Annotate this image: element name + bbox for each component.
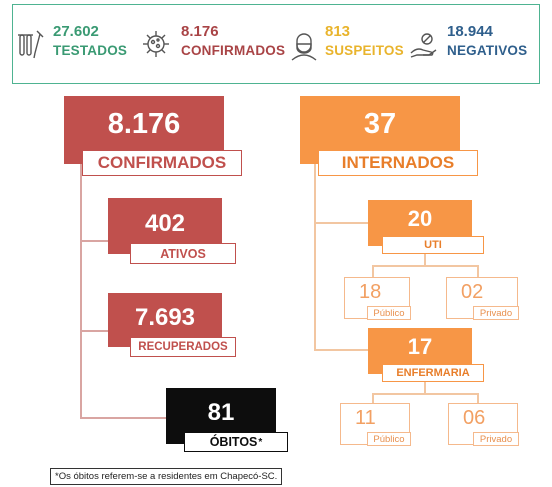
uti-box: 20 UTI xyxy=(368,200,486,256)
test-tubes-icon xyxy=(18,30,44,59)
stat-confirmados-label: CONFIRMADOS xyxy=(181,43,286,58)
uti-label: UTI xyxy=(382,236,484,254)
ativos-label-text: ATIVOS xyxy=(160,246,206,261)
uti-label-text: UTI xyxy=(424,239,442,251)
stat-negativos-value: 18.944 xyxy=(447,23,493,40)
enfermaria-privado-label: Privado xyxy=(473,432,519,446)
internados-label-text: INTERNADOS xyxy=(341,153,455,172)
uti-publico-box: 18 Público xyxy=(344,277,411,320)
enfermaria-publico-value: 11 xyxy=(355,407,376,429)
connector-line xyxy=(80,240,108,242)
uti-privado-box: 02 Privado xyxy=(446,277,519,320)
connector-line xyxy=(424,254,426,266)
connector-line xyxy=(80,417,168,419)
connector-line xyxy=(424,382,426,394)
enfermaria-box: 17 ENFERMARIA xyxy=(368,328,486,384)
obitos-box: 81 ÓBITOS * xyxy=(166,388,290,454)
connector-line xyxy=(372,393,374,403)
enfermaria-value: 17 xyxy=(407,334,433,359)
footnote: *Os óbitos referem-se a residentes em Ch… xyxy=(50,468,282,485)
ativos-value: 402 xyxy=(144,210,186,237)
ativos-box: 402 ATIVOS xyxy=(108,198,238,266)
obitos-label: ÓBITOS * xyxy=(184,432,288,452)
stat-confirmados-value: 8.176 xyxy=(181,23,219,40)
enfermaria-label-text: ENFERMARIA xyxy=(396,367,470,379)
hand-virus-icon xyxy=(410,33,437,58)
uti-privado-value: 02 xyxy=(461,281,484,303)
enfermaria-publico-label: Público xyxy=(367,432,411,446)
uti-value: 20 xyxy=(407,206,433,231)
obitos-value: 81 xyxy=(207,399,235,426)
obitos-footnote-mark: * xyxy=(258,436,263,448)
uti-publico-label: Público xyxy=(367,306,411,320)
connector-line xyxy=(314,349,370,351)
enfermaria-privado-value: 06 xyxy=(463,407,486,429)
stat-negativos-label: NEGATIVOS xyxy=(447,43,528,58)
connector-line xyxy=(80,330,108,332)
internados-label: INTERNADOS xyxy=(318,150,478,176)
confirmados-value: 8.176 xyxy=(107,108,181,140)
stat-suspeitos-label: SUSPEITOS xyxy=(325,43,404,58)
recuperados-box: 7.693 RECUPERADOS xyxy=(108,293,238,359)
connector-line xyxy=(372,265,374,277)
uti-publico-value: 18 xyxy=(359,281,382,303)
stat-testados-label: TESTADOS xyxy=(53,43,128,58)
connector-line xyxy=(80,150,82,418)
recuperados-value: 7.693 xyxy=(134,304,196,331)
connector-line xyxy=(477,265,479,277)
recuperados-label-text: RECUPERADOS xyxy=(138,341,228,353)
connector-line xyxy=(372,265,478,267)
connector-line xyxy=(477,393,479,403)
confirmados-label: CONFIRMADOS xyxy=(82,150,242,176)
virus-icon xyxy=(143,31,169,57)
internados-value: 37 xyxy=(363,108,397,140)
masked-person-icon xyxy=(291,33,317,61)
enfermaria-label: ENFERMARIA xyxy=(382,364,484,382)
stat-suspeitos-value: 813 xyxy=(325,23,351,40)
connector-line xyxy=(372,393,478,395)
confirmados-box: 8.176 CONFIRMADOS xyxy=(64,96,244,178)
uti-privado-label: Privado xyxy=(473,306,519,320)
recuperados-label: RECUPERADOS xyxy=(130,337,236,357)
confirmados-label-text: CONFIRMADOS xyxy=(97,153,227,172)
stat-testados-value: 27.602 xyxy=(53,23,99,40)
connector-line xyxy=(314,162,316,350)
summary-bar: 27.602 TESTADOS 8.176 CONFIRMADOS 813 xyxy=(12,4,540,84)
enfermaria-publico-box: 11 Público xyxy=(340,403,411,446)
connector-line xyxy=(314,222,370,224)
ativos-label: ATIVOS xyxy=(130,243,236,264)
internados-box: 37 INTERNADOS xyxy=(300,96,480,178)
obitos-label-text: ÓBITOS xyxy=(209,435,258,449)
enfermaria-privado-box: 06 Privado xyxy=(448,403,519,446)
